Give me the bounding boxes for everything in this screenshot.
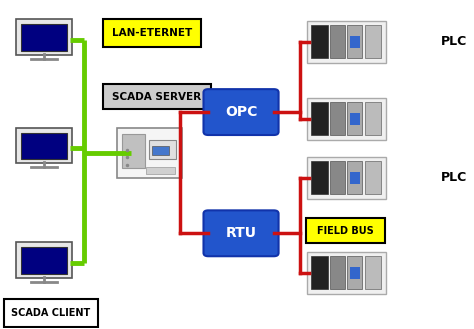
FancyBboxPatch shape xyxy=(103,84,210,109)
Text: RTU: RTU xyxy=(226,226,256,240)
Bar xyxy=(21,133,67,159)
Text: LAN-ETERNET: LAN-ETERNET xyxy=(112,28,192,38)
FancyBboxPatch shape xyxy=(103,19,201,47)
FancyBboxPatch shape xyxy=(307,98,386,139)
FancyBboxPatch shape xyxy=(203,210,279,256)
Bar xyxy=(347,256,362,289)
Bar xyxy=(330,25,345,58)
Text: PLC: PLC xyxy=(440,35,467,48)
FancyBboxPatch shape xyxy=(307,252,386,293)
Bar xyxy=(330,256,345,289)
Bar xyxy=(311,161,328,194)
Bar xyxy=(311,102,328,135)
Bar xyxy=(365,102,381,135)
Bar xyxy=(350,267,360,279)
FancyBboxPatch shape xyxy=(4,299,98,327)
Bar xyxy=(350,36,360,48)
Bar xyxy=(152,146,169,155)
Bar xyxy=(350,172,360,184)
FancyBboxPatch shape xyxy=(16,128,72,163)
Text: FIELD BUS: FIELD BUS xyxy=(317,226,374,236)
Bar xyxy=(365,161,381,194)
Bar xyxy=(350,113,360,125)
Bar xyxy=(311,256,328,289)
Text: PLC: PLC xyxy=(440,171,467,184)
Text: SCADA SERVER: SCADA SERVER xyxy=(112,91,201,102)
FancyBboxPatch shape xyxy=(307,21,386,63)
FancyBboxPatch shape xyxy=(306,218,384,243)
Bar xyxy=(365,25,381,58)
Text: OPC: OPC xyxy=(225,105,257,119)
Bar xyxy=(347,25,362,58)
Bar xyxy=(21,247,67,274)
FancyBboxPatch shape xyxy=(307,157,386,199)
Bar xyxy=(365,256,381,289)
FancyBboxPatch shape xyxy=(146,167,175,174)
Text: SCADA CLIENT: SCADA CLIENT xyxy=(11,308,91,318)
Bar xyxy=(330,102,345,135)
FancyBboxPatch shape xyxy=(16,242,72,278)
Bar xyxy=(347,102,362,135)
FancyBboxPatch shape xyxy=(117,128,182,178)
FancyBboxPatch shape xyxy=(16,19,72,55)
Bar xyxy=(21,24,67,51)
Bar xyxy=(311,25,328,58)
Bar xyxy=(347,161,362,194)
FancyBboxPatch shape xyxy=(149,140,176,160)
FancyBboxPatch shape xyxy=(203,89,279,135)
Bar xyxy=(330,161,345,194)
FancyBboxPatch shape xyxy=(122,134,145,168)
